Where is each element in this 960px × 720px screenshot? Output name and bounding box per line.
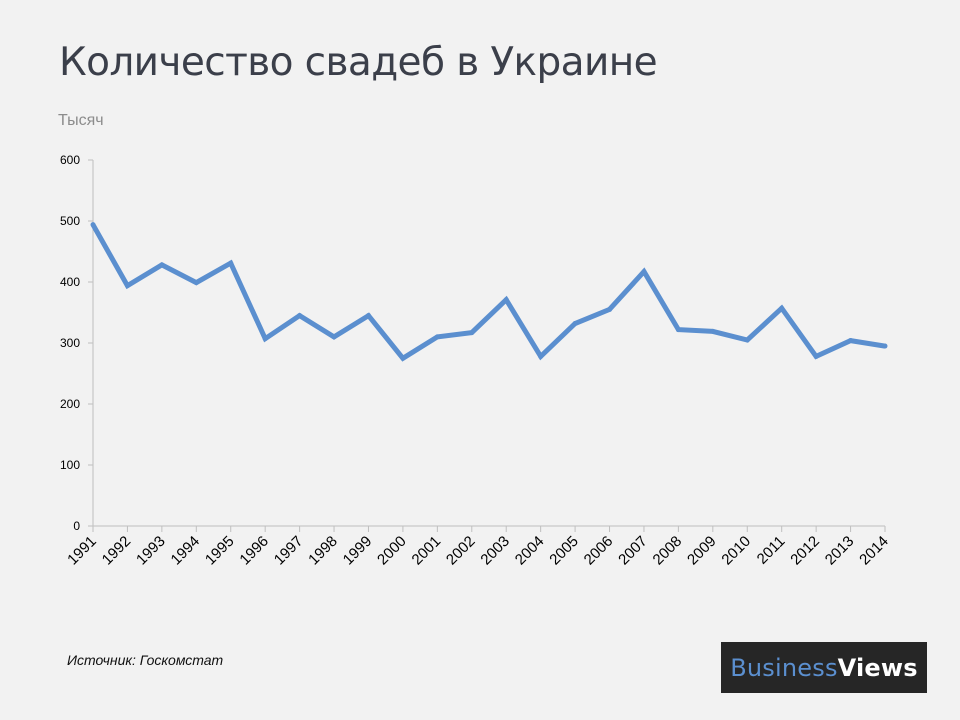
y-tick-label: 200 xyxy=(60,397,80,411)
source-note: Источник: Госкомстат xyxy=(67,652,224,668)
y-axis-ticks: 0 100 200 300 400 500 600 xyxy=(60,153,93,533)
x-tick-label: 1991 xyxy=(64,533,100,569)
data-point-1992 xyxy=(124,283,130,289)
logo-text-business: Business xyxy=(730,653,838,682)
x-tick-label: 1999 xyxy=(340,533,376,569)
x-tick-label: 2014 xyxy=(856,533,892,569)
x-tick-label: 2008 xyxy=(650,533,686,569)
data-point-1993 xyxy=(159,262,165,268)
data-point-1995 xyxy=(228,260,234,266)
y-tick-label: 400 xyxy=(60,275,80,289)
x-tick-label: 2006 xyxy=(581,533,617,569)
x-axis-ticks: 1991199219931994199519961997199819992000… xyxy=(64,526,892,568)
x-tick-label: 2012 xyxy=(787,533,823,569)
x-tick-label: 2001 xyxy=(409,533,445,569)
data-point-2007 xyxy=(641,269,647,275)
chart-title: Количество свадеб в Украине xyxy=(59,40,658,85)
data-point-2008 xyxy=(675,327,681,333)
data-point-2014 xyxy=(882,343,888,349)
data-point-1996 xyxy=(262,336,268,342)
chart-axes xyxy=(92,160,885,527)
x-tick-label: 2011 xyxy=(754,533,789,568)
data-point-2013 xyxy=(848,338,854,344)
chart-series xyxy=(90,222,888,362)
x-tick-label: 2010 xyxy=(718,533,754,569)
x-tick-label: 1992 xyxy=(99,533,135,569)
data-point-2001 xyxy=(434,334,440,340)
data-point-2005 xyxy=(572,320,578,326)
data-point-1998 xyxy=(331,334,337,340)
x-tick-label: 2003 xyxy=(477,533,513,569)
series-line-weddings xyxy=(90,223,886,362)
data-point-2011 xyxy=(779,305,785,311)
y-axis-unit-label: Тысяч xyxy=(58,112,104,129)
x-tick-label: 2005 xyxy=(546,533,582,569)
x-tick-label: 1998 xyxy=(305,533,341,569)
business-views-logo: Business Views xyxy=(721,642,927,693)
data-point-1991 xyxy=(90,222,96,228)
data-point-2004 xyxy=(538,353,544,359)
data-point-2012 xyxy=(813,353,819,359)
data-point-1994 xyxy=(193,280,199,286)
y-tick-label: 0 xyxy=(73,519,80,533)
line-chart: 0 100 200 300 400 500 600 19911992199319941995… xyxy=(60,153,892,568)
x-tick-label: 2002 xyxy=(443,533,479,569)
x-tick-label: 2004 xyxy=(512,533,548,569)
x-tick-label: 2013 xyxy=(822,533,858,569)
data-point-2009 xyxy=(710,328,716,334)
x-tick-label: 1997 xyxy=(271,533,307,569)
data-point-2010 xyxy=(744,337,750,343)
x-tick-label: 1996 xyxy=(236,533,272,569)
x-tick-label: 2000 xyxy=(374,533,410,569)
x-tick-label: 1995 xyxy=(202,533,238,569)
x-tick-label: 2009 xyxy=(684,533,720,569)
y-tick-label: 100 xyxy=(60,458,80,472)
x-tick-label: 1993 xyxy=(133,533,169,569)
logo-text-views: Views xyxy=(837,653,918,682)
data-point-1999 xyxy=(365,313,371,319)
data-point-2003 xyxy=(503,297,509,303)
data-point-2000 xyxy=(400,355,406,361)
y-tick-label: 600 xyxy=(60,153,80,167)
x-tick-label: 1994 xyxy=(168,533,204,569)
y-tick-label: 500 xyxy=(60,214,80,228)
data-point-2006 xyxy=(607,306,613,312)
data-point-1997 xyxy=(297,313,303,319)
y-tick-label: 300 xyxy=(60,336,80,350)
data-point-2002 xyxy=(469,330,475,336)
x-tick-label: 2007 xyxy=(615,533,651,569)
